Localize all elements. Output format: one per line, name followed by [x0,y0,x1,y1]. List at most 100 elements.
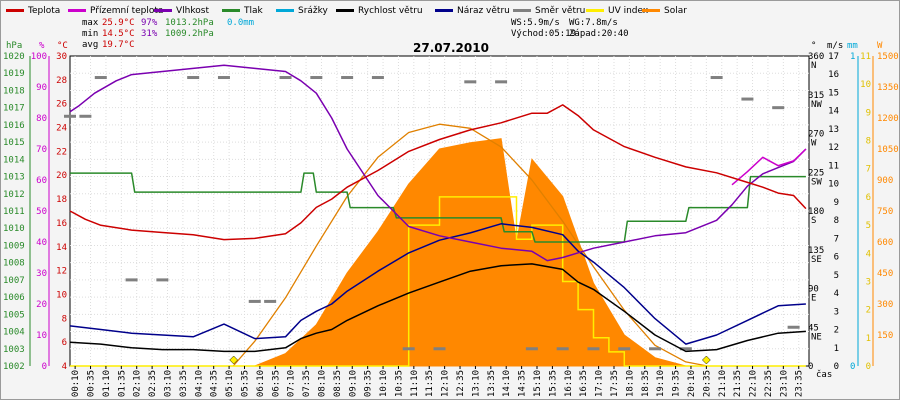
humidity-tick-label: 10 [36,331,47,341]
hpa-tick-label: 1012 [3,190,25,200]
wind-direction-mark [156,278,169,282]
wind-gust-line [69,223,806,345]
wind-direction-mark [710,76,723,80]
legend-swatch [276,9,294,12]
x-tick-label: 11:10 [410,370,420,397]
legend-label: UV index [608,6,649,16]
wind-direction-mark [772,106,785,110]
x-tick-label: 23:10 [779,370,789,397]
x-tick-label: 04:10 [194,370,204,397]
hpa-tick-label: 1011 [3,207,25,217]
x-tick-label: 19:35 [672,370,682,397]
temp-axis-unit: °C [57,41,68,51]
x-tick-label: 05:10 [225,370,235,397]
wind-tick-label: 14 [828,107,839,117]
temp-tick-label: 12 [56,267,67,277]
stat-label: max [82,18,99,28]
wind-direction-mark [556,347,569,351]
wind-tick-label: 5 [834,271,839,281]
solar-max-line [232,123,708,367]
wind-direction-mark [64,114,76,118]
temp-tick-label: 26 [56,100,67,110]
humidity-tick-label: 50 [36,207,47,217]
hpa-tick-label: 1013 [3,173,25,183]
temp-tick-label: 28 [56,76,67,86]
wind-direction-mark [217,76,230,80]
uv-tick-label: 0 [866,362,871,372]
legend-swatch [154,9,172,12]
temp-tick-label: 18 [56,195,67,205]
x-tick-label: 02:35 [148,370,158,397]
sunset-info: Západ:20:40 [569,29,629,39]
direction-axis-unit: ° [811,41,816,51]
humidity-tick-label: 0 [42,362,47,372]
temp-tick-label: 16 [56,219,67,229]
temp-tick-label: 10 [56,290,67,300]
x-tick-label: 21:10 [718,370,728,397]
direction-tick-compass: S [811,216,816,226]
legend-label: Vlhkost [176,6,209,16]
x-tick-label: 01:10 [102,370,112,397]
hpa-tick-label: 1006 [3,293,25,303]
wind-tick-label: 11 [828,161,839,171]
x-tick-label: 03:10 [164,370,174,397]
x-tick-label: 10:35 [394,370,404,397]
legend-swatch [222,9,240,12]
humidity-tick-label: 70 [36,145,47,155]
stat-press: 1013.2hPa [165,18,214,28]
stat-temp: 19.7°C [102,40,135,50]
hpa-tick-label: 1002 [3,362,25,372]
hpa-tick-label: 1014 [3,155,25,165]
direction-tick-label: 360 [808,52,824,62]
wind-tick-label: 16 [828,70,839,80]
hpa-tick-label: 1016 [3,121,25,131]
x-tick-label: 04:35 [210,370,220,397]
humidity-tick-label: 60 [36,176,47,186]
wind-direction-mark [371,76,384,80]
hpa-tick-label: 1017 [3,104,25,114]
solar-tick-label: 1350 [877,83,899,93]
solar-tick-label: 1500 [877,52,899,62]
chart-title: 27.07.2010 [413,41,489,55]
x-tick-label: 15:35 [548,370,558,397]
wind-direction-mark [495,80,508,84]
x-tick-label: 08:35 [333,370,343,397]
uv-tick-label: 11 [860,52,871,62]
humidity-tick-label: 20 [36,300,47,310]
direction-tick-label: 90 [808,285,819,295]
x-tick-label: 18:35 [641,370,651,397]
stat-hum: 31% [141,29,158,39]
legend: Teplota Přízemní teplota Vlhkost Tlak Srážky… [6,6,687,16]
legend-label: Tlak [243,6,264,16]
x-tick-label: 16:35 [579,370,589,397]
direction-tick-compass: E [811,294,816,304]
x-tick-label: 20:10 [687,370,697,397]
humidity-axis-unit: % [39,41,45,51]
rain-tick-label: 0 [850,362,855,372]
temp-tick-label: 6 [62,338,67,348]
direction-tick-label: 225 [808,168,824,178]
direction-tick-compass: N [811,61,816,71]
humidity-tick-label: 90 [36,83,47,93]
x-tick-label: 14:35 [518,370,528,397]
rain-tick-label: 1 [850,52,855,62]
wind-direction-mark [618,347,631,351]
wind-tick-label: 13 [828,125,839,135]
stat-label: avg [82,40,98,50]
stat-hum: 97% [141,18,158,28]
wind-tick-label: 8 [834,216,839,226]
legend-label: Rychlost větru [358,6,423,16]
x-tick-label: 13:10 [471,370,481,397]
wind-direction-mark [464,80,477,84]
legend-label: Teplota [27,6,60,16]
uv-tick-label: 7 [866,165,871,175]
legend-swatch [6,9,24,12]
x-tick-label: 03:35 [179,370,189,397]
rain-axis-unit: mm [847,41,858,51]
solar-tick-label: 450 [877,269,893,279]
x-tick-label: 09:10 [348,370,358,397]
x-tick-label: 14:10 [502,370,512,397]
wind-direction-mark [741,97,754,101]
legend-label: Srážky [298,6,329,16]
